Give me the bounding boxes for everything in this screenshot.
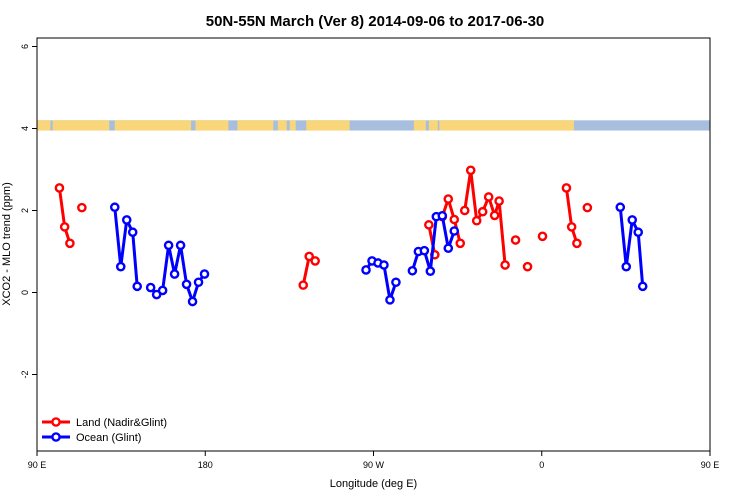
data-point xyxy=(637,281,648,292)
series-line xyxy=(463,168,507,266)
data-point xyxy=(465,165,476,176)
data-point xyxy=(471,215,482,226)
data-point xyxy=(310,256,320,266)
legend-ocean-label: Ocean (Glint) xyxy=(76,432,141,444)
data-point xyxy=(127,227,138,238)
data-point xyxy=(121,215,132,225)
data-point xyxy=(494,196,504,206)
data-point xyxy=(391,277,401,288)
data-point xyxy=(483,192,494,202)
data-point xyxy=(566,222,577,232)
y-tick-label: 2 xyxy=(20,208,30,213)
data-point xyxy=(361,265,371,275)
y-tick-label: 6 xyxy=(20,44,30,49)
x-tick-label: 90 W xyxy=(363,460,385,470)
x-tick-label: 180 xyxy=(198,460,213,470)
data-point xyxy=(199,269,210,279)
data-point xyxy=(163,240,174,251)
data-point xyxy=(175,240,186,251)
band-ocean xyxy=(37,120,710,131)
data-point xyxy=(379,260,389,270)
data-point xyxy=(187,296,198,307)
band-land-segment xyxy=(195,120,229,131)
data-point xyxy=(477,206,488,217)
data-point xyxy=(181,279,192,290)
series-line xyxy=(57,187,72,244)
data-point xyxy=(572,238,582,249)
data-point xyxy=(510,235,521,245)
x-tick-label: 90 E xyxy=(701,460,720,470)
data-point xyxy=(627,215,638,225)
legend-land-marker xyxy=(51,417,61,427)
data-point xyxy=(419,245,430,256)
data-point xyxy=(298,280,309,290)
data-point xyxy=(522,261,533,272)
band-land-segment xyxy=(277,120,287,131)
y-axis: -2 0 2 4 6 xyxy=(20,44,37,379)
data-point xyxy=(449,226,460,236)
data-point xyxy=(169,269,180,279)
data-point xyxy=(424,220,434,230)
y-tick-label: -2 xyxy=(20,370,30,378)
data-point xyxy=(425,266,436,276)
legend-ocean-marker xyxy=(51,432,61,442)
y-axis-label: XCO2 - MLO trend (ppm) xyxy=(1,182,13,305)
data-point xyxy=(407,265,418,276)
data-point xyxy=(561,183,572,193)
chart-title: 50N-55N March (Ver 8) 2014-09-06 to 2017… xyxy=(206,13,545,30)
x-tick-label: 90 E xyxy=(28,460,47,470)
y-tick-label: 4 xyxy=(20,126,30,131)
data-point xyxy=(437,211,448,221)
data-point xyxy=(582,202,593,213)
data-point xyxy=(537,231,548,242)
data-point xyxy=(54,183,65,193)
band-land-segment xyxy=(439,120,574,131)
data-point xyxy=(443,194,454,204)
y-tick-label: 0 xyxy=(20,290,30,295)
plot-frame xyxy=(36,37,711,452)
data-point xyxy=(489,210,500,221)
series-group xyxy=(54,165,648,307)
x-tick-label: 0 xyxy=(539,460,544,470)
data-point xyxy=(500,260,510,270)
data-point xyxy=(132,281,143,292)
data-point xyxy=(77,202,87,213)
series-1 xyxy=(109,202,648,307)
band-land-segment xyxy=(114,120,192,131)
data-point xyxy=(633,227,644,238)
data-point xyxy=(443,243,454,254)
band-land-segment xyxy=(306,120,350,131)
data-point xyxy=(59,222,70,232)
band-land-segment xyxy=(52,120,110,131)
data-point xyxy=(193,277,204,288)
data-point xyxy=(145,282,156,293)
band-land-segment xyxy=(289,120,296,131)
data-point xyxy=(615,202,626,213)
band-land-segment xyxy=(37,120,51,131)
data-point xyxy=(304,251,314,262)
data-point xyxy=(109,202,120,213)
band-land-segment xyxy=(428,120,438,131)
data-point xyxy=(459,205,470,216)
series-0 xyxy=(54,165,593,290)
data-point xyxy=(455,238,466,249)
land-ocean-band xyxy=(37,120,710,131)
legend-land-label: Land (Nadir&Glint) xyxy=(76,417,167,429)
data-point xyxy=(621,261,632,272)
legend: Land (Nadir&Glint) Ocean (Glint) xyxy=(42,417,167,444)
data-point xyxy=(449,214,460,225)
data-point xyxy=(157,285,168,296)
band-land-segment xyxy=(237,120,274,131)
data-point xyxy=(115,261,126,272)
data-point xyxy=(385,295,395,305)
x-axis-label: Longitude (deg E) xyxy=(330,478,417,490)
data-point xyxy=(65,238,75,249)
band-land-segment xyxy=(413,120,426,131)
series-line xyxy=(564,187,579,244)
